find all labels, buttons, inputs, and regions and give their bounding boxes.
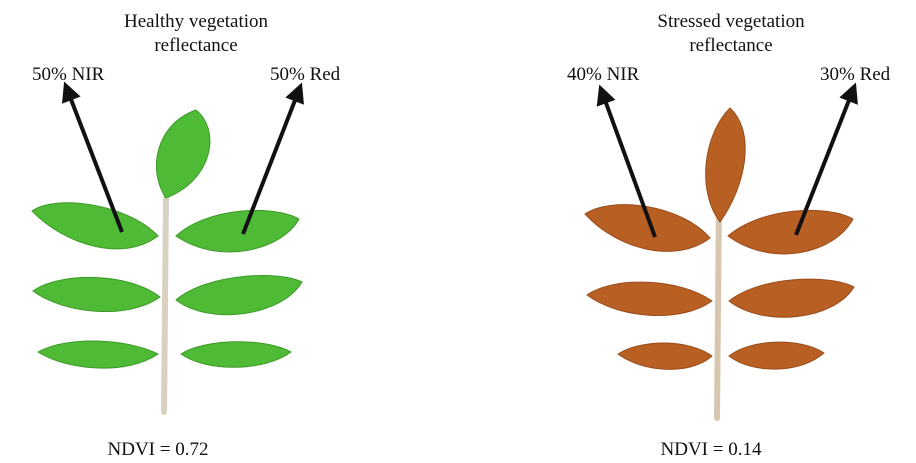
stressed-leaf-left-2 [586, 281, 713, 317]
healthy-leaf-right-1 [175, 210, 300, 253]
stressed-red-arrow [794, 82, 858, 236]
healthy-leaves [31, 109, 303, 369]
healthy-leaf-left-3 [37, 340, 159, 369]
healthy-red-label: 50% Red [270, 64, 341, 85]
stressed-title-line1: Stressed vegetation [657, 11, 805, 32]
healthy-leaf-left-1 [31, 202, 159, 250]
stressed-nir-label: 40% NIR [567, 64, 640, 85]
healthy-leaf-right-3 [180, 341, 292, 368]
stressed-leaves [584, 107, 855, 370]
healthy-leaf-right-2 [175, 275, 303, 316]
stressed-leaf-right-3 [728, 341, 825, 370]
stressed-leaf-top [705, 107, 746, 223]
healthy-nir-label: 50% NIR [32, 64, 105, 85]
stressed-ndvi-label: NDVI = 0.14 [661, 439, 762, 460]
healthy-title-line1: Healthy vegetation [124, 11, 269, 32]
healthy-leaf-left-2 [32, 277, 161, 313]
healthy-ndvi-label: NDVI = 0.72 [108, 439, 209, 460]
stressed-leaf-left-1 [584, 204, 711, 252]
stressed-leaf-right-2 [728, 278, 855, 318]
stressed-leaf-left-3 [617, 342, 713, 370]
stressed-red-label: 30% Red [820, 64, 891, 85]
stressed-nir-arrow [596, 84, 657, 238]
stressed-title-line2: reflectance [689, 35, 772, 56]
healthy-nir-arrow [61, 81, 124, 233]
healthy-stem [161, 192, 169, 415]
stressed-leaf-right-1 [727, 210, 854, 255]
healthy-leaf-top [155, 109, 211, 199]
healthy-title-line2: reflectance [154, 35, 237, 56]
stressed-stem [714, 195, 722, 421]
healthy-red-arrow [241, 82, 304, 235]
stressed-panel: Stressed vegetation reflectance 40% NIR … [567, 11, 891, 460]
healthy-panel: Healthy vegetation reflectance 50% NIR 5… [31, 11, 341, 460]
